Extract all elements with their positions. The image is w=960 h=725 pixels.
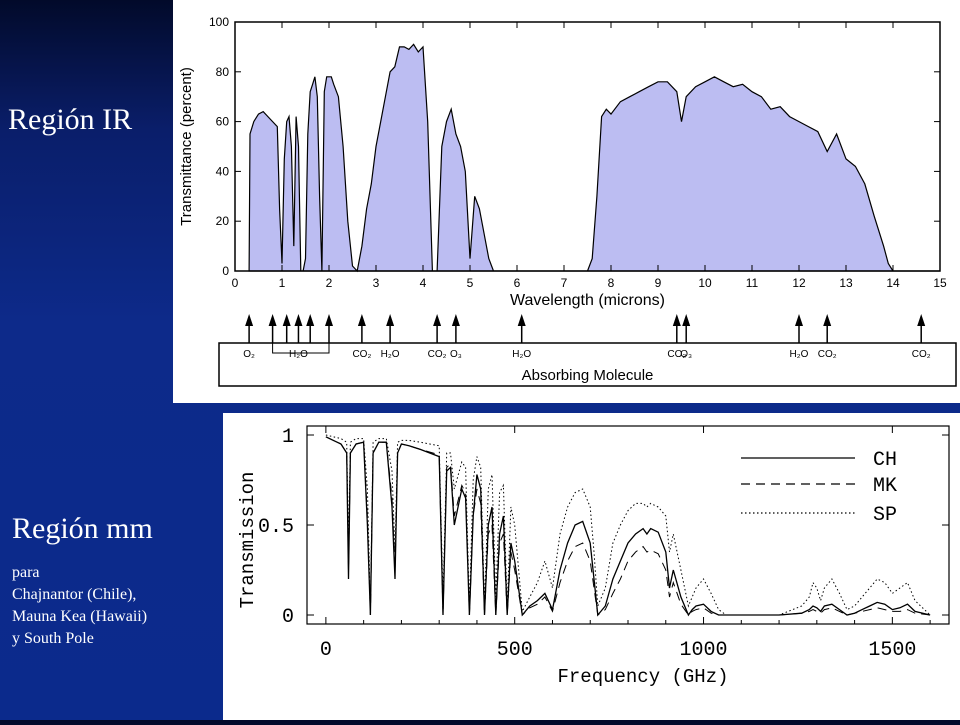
series-sp-line [325,434,931,616]
x-tick-label: 11 [746,276,759,290]
molecule-arrow-head [245,314,254,326]
y-tick-label: 40 [216,164,230,178]
molecule-arrow-head [268,314,277,326]
sites-line-4: y South Pole [12,630,94,647]
molecule-label: H₂O [512,349,531,360]
molecule-arrow-head [682,314,691,326]
y-tick-label: 20 [216,214,230,228]
molecule-arrow-head [795,314,803,326]
x-tick-label: 1000 [680,639,728,662]
mm-chart-panel: 0 500 1000 1500 0 0.5 1 Frequency (GHz) Transmis… [223,413,960,720]
ir-transmittance-chart: 0 1 2 3 4 5 6 7 8 9 10 11 12 13 14 15020406080100Wavele… [178,15,957,387]
region-mm-sites: para Chajnantor (Chile), Mauna Kea (Hawa… [12,562,147,650]
molecule-arrow-head [917,314,926,326]
molecule-label: H₂O [790,349,809,360]
x-tick-label: 6 [514,276,521,290]
molecule-arrow-head [433,314,442,326]
series-mk-line [325,436,931,617]
x-tick-label: 13 [839,276,853,290]
sites-line-3: Mauna Kea (Hawaii) [12,608,148,625]
y-tick-label: 0.5 [258,516,294,539]
molecule-label: CO₂ [818,349,837,360]
molecule-label: O₃ [450,349,462,360]
mm-plot-frame [306,425,950,625]
mm-x-axis-label: Frequency (GHz) [557,666,728,688]
y-tick-label: 0 [282,606,294,629]
molecule-arrow-head [282,314,291,326]
legend-label-mk: MK [873,475,897,498]
molecule-label: CO₂ [428,349,447,360]
molecule-arrow-head [386,314,395,326]
series-ch-line [325,436,931,617]
sites-line-1: para [12,564,40,581]
molecule-label: H₂O [289,349,308,360]
molecule-label: CO₂ [667,349,686,360]
x-tick-label: 9 [655,276,662,290]
x-tick-label: 10 [698,276,712,290]
molecule-label: CO₂ [352,349,371,360]
molecule-label: CO₂ [912,349,931,360]
x-tick-label: 1500 [868,639,916,662]
molecule-arrow-head [451,314,460,326]
molecule-label: O₂ [243,349,255,360]
x-tick-label: 12 [792,276,806,290]
y-tick-label: 1 [282,426,294,449]
water-bracket [272,343,330,354]
x-tick-label: 4 [420,276,427,290]
x-tick-label: 5 [467,276,474,290]
legend-label-sp: SP [873,504,897,527]
ir-x-axis-label: Wavelength (microns) [510,292,665,309]
molecule-arrow-head [672,314,681,326]
x-tick-label: 15 [933,276,947,290]
x-tick-label: 8 [608,276,615,290]
molecule-frame [218,342,957,387]
ir-y-axis-label: Transmittance (percent) [178,67,195,226]
x-tick-label: 3 [373,276,380,290]
sites-line-2: Chajnantor (Chile), [12,586,137,603]
molecule-arrow-head [306,314,315,326]
transmittance-area [248,43,940,273]
molecule-arrow-head [517,314,526,326]
molecule-axis-label: Absorbing Molecule [522,367,654,384]
x-tick-label: 0 [320,639,332,662]
mm-y-axis-label: Transmission [237,472,259,609]
y-tick-label: 100 [209,15,229,29]
region-mm-label: Región mm [12,512,153,545]
molecule-arrow-head [294,314,303,326]
y-tick-label: 0 [222,264,229,278]
molecule-arrow-head [357,314,366,326]
molecule-label: H₂O [381,349,400,360]
legend-label-ch: CH [873,449,897,472]
y-tick-label: 80 [216,65,230,79]
x-tick-label: 0 [232,276,239,290]
x-tick-label: 1 [279,276,286,290]
x-tick-label: 2 [326,276,333,290]
molecule-arrow-head [823,314,832,326]
molecule-arrow-head [325,314,333,326]
x-tick-label: 7 [561,276,568,290]
y-tick-label: 60 [216,115,230,129]
x-tick-label: 500 [497,639,533,662]
mm-transmission-chart: 0 500 1000 1500 0 0.5 1 Frequency (GHz) Transmis… [237,425,950,688]
molecule-label: O₃ [680,349,692,360]
ir-plot-frame [234,21,941,272]
ir-chart-panel: 0 1 2 3 4 5 6 7 8 9 10 11 12 13 14 15 0 20 40 60 80 100 Wavele… [173,0,960,403]
region-ir-label: Región IR [8,103,133,136]
x-tick-label: 14 [886,276,900,290]
